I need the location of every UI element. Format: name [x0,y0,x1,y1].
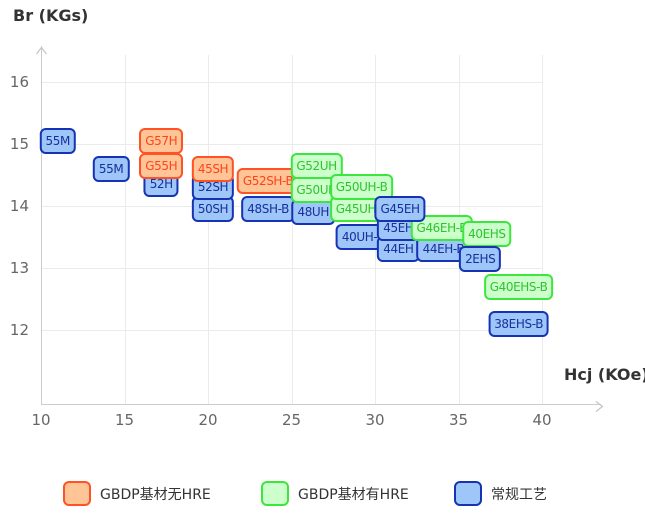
x-tick-label: 10 [31,411,51,429]
y-tick-label: 16 [9,72,29,91]
y-tick-label: 14 [9,196,29,215]
x-tick-label: 30 [365,411,385,429]
point-55m[interactable]: 55M [92,155,130,182]
point-g57h[interactable]: G57H [139,127,184,154]
x-axis-title: Hcj (KOe) [564,365,645,384]
legend-label: GBDP基材有HRE [298,486,409,503]
x-tick-label: 40 [532,411,552,429]
y-axis-arrow-up-icon [35,40,48,59]
x-tick-label: 25 [281,411,302,429]
legend-swatch-orange [63,481,91,506]
x-gridline [124,55,126,404]
x-tick-label: 20 [198,411,218,429]
point-g52uh[interactable]: G52UH [290,152,343,179]
point-40ehs[interactable]: 40EHS [462,220,512,247]
legend-item-gbdp-with-hre[interactable]: GBDP基材有HRE [261,481,409,506]
x-axis-arrow-right-icon [595,398,604,417]
point-48sh-b[interactable]: 48SH-B [241,196,295,222]
y-gridline [41,268,543,269]
y-tick-label: 15 [9,134,29,153]
x-tick-label: 35 [448,411,469,429]
legend-label: 常规工艺 [491,486,547,503]
point-g55h[interactable]: G55H [139,152,184,179]
y-gridline [41,81,543,83]
point-2ehs[interactable]: 2EHS [459,245,502,272]
y-axis-title: Br (KGs) [13,6,89,25]
x-gridline [208,55,209,404]
point-g40ehs-b[interactable]: G40EHS-B [483,273,554,300]
x-tick-label: 15 [114,411,135,429]
y-tick-label: 13 [9,259,29,277]
legend-label: GBDP基材无HRE [100,486,211,503]
legend-item-conventional[interactable]: 常规工艺 [454,481,547,506]
point-38ehs-b[interactable]: 38EHS-B [488,310,550,337]
y-gridline [41,143,543,145]
x-axis-line [41,404,601,405]
legend-swatch-green [261,481,289,506]
legend-swatch-blue [454,481,482,506]
y-tick-label: 12 [9,321,29,340]
legend-item-gbdp-no-hre[interactable]: GBDP基材无HRE [63,481,211,506]
point-45sh[interactable]: 45SH [191,155,235,182]
point-g50uh-b[interactable]: G50UH-B [329,174,394,201]
point-g52sh-b[interactable]: G52SH-B [236,168,300,195]
point-55m[interactable]: 55M [39,127,76,154]
x-gridline [291,55,293,404]
point-48uh[interactable]: 48UH [291,199,335,226]
y-axis-line [41,46,42,404]
point-g45eh[interactable]: G45EH [374,196,426,222]
y-gridline [41,330,543,332]
x-gridline [542,55,543,404]
